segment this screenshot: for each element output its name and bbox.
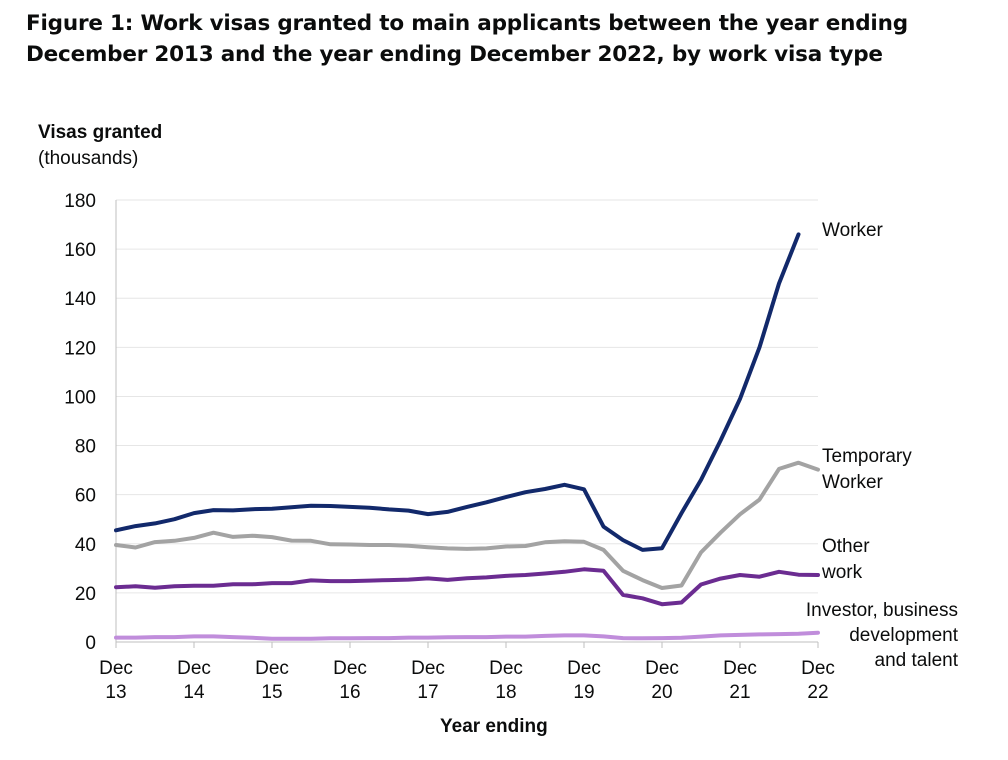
series-line-other-work <box>114 567 820 607</box>
x-tick-label: Dec 18 <box>489 658 523 703</box>
series-label-line: work <box>821 562 863 583</box>
y-tick-label: 60 <box>75 486 96 507</box>
y-axis-label-unit: (thousands) <box>38 148 139 169</box>
x-tick-label-month: Dec <box>801 658 835 679</box>
x-tick-label: Dec 19 <box>567 658 601 703</box>
x-tick-label-month: Dec <box>177 658 211 679</box>
y-tick-label: 0 <box>85 633 96 654</box>
x-tick-label-year: 19 <box>573 682 594 703</box>
x-tick-label: Dec 17 <box>411 658 445 703</box>
x-tick-label-year: 21 <box>729 682 750 703</box>
y-tick-labels: 0 20 40 60 80 100 120 140 160 180 <box>64 191 96 654</box>
x-tick-label-year: 18 <box>495 682 516 703</box>
y-axis-label: Visas granted (thousands) <box>38 120 162 172</box>
x-tick-label-year: 13 <box>105 682 126 703</box>
x-tick-label-month: Dec <box>489 658 523 679</box>
y-tick-label: 180 <box>64 191 96 212</box>
series-label-line: Temporary <box>822 446 912 467</box>
series-line-investor-business-development-talent <box>114 630 820 641</box>
x-tick-label-year: 15 <box>261 682 282 703</box>
x-tick-label-month: Dec <box>723 658 757 679</box>
series-label-line: and talent <box>875 650 959 671</box>
gridlines <box>116 199 818 594</box>
x-tick-label-year: 20 <box>651 682 672 703</box>
x-tick-label: Dec 15 <box>255 658 289 703</box>
chart-title: Figure 1: Work visas granted to main app… <box>26 11 908 67</box>
y-tick-label: 20 <box>75 584 96 605</box>
series-label-line: Worker <box>822 220 884 241</box>
x-tick-label-year: 16 <box>339 682 360 703</box>
series-label-investor-business-development-talent: Investor, business development and talent <box>806 600 959 671</box>
x-tick-label: Dec 20 <box>645 658 679 703</box>
series-line-worker <box>114 232 801 552</box>
x-tick-label: Dec 21 <box>723 658 757 703</box>
series-label-line: Other <box>822 536 870 557</box>
axes <box>115 200 819 648</box>
x-tick-label-month: Dec <box>255 658 289 679</box>
series-label-temporary-worker: Temporary Worker <box>822 446 912 493</box>
x-tick-label-year: 22 <box>807 682 828 703</box>
series-label-worker: Worker <box>822 220 884 241</box>
y-tick-label: 140 <box>64 289 96 310</box>
x-tick-label: Dec 14 <box>177 658 211 703</box>
x-tick-label-year: 17 <box>417 682 438 703</box>
x-axis-label: Year ending <box>440 716 548 737</box>
series-label-other-work: Other work <box>821 536 870 583</box>
y-tick-label: 160 <box>64 240 96 261</box>
x-tick-label: Dec 22 <box>801 658 835 703</box>
x-tick-label-month: Dec <box>99 658 133 679</box>
x-tick-labels: Dec 13 Dec 14 Dec 15 Dec 16 Dec 17 Dec 18 Dec 19 Dec 20… <box>99 658 835 703</box>
y-axis-label-main: Visas granted <box>38 122 163 143</box>
series-lines <box>114 232 820 641</box>
x-tick-label-year: 14 <box>183 682 205 703</box>
y-tick-label: 120 <box>64 338 96 359</box>
x-tick-label-month: Dec <box>333 658 367 679</box>
x-tick-label: Dec 16 <box>333 658 367 703</box>
series-label-line: Investor, business <box>806 600 958 621</box>
y-tick-label: 40 <box>75 535 96 556</box>
series-line-temporary-worker <box>114 460 820 590</box>
series-labels: Worker Temporary Worker Other work Investor, … <box>806 220 959 671</box>
x-tick-label-month: Dec <box>567 658 601 679</box>
series-label-line: development <box>849 625 959 646</box>
x-tick-label-month: Dec <box>411 658 445 679</box>
y-tick-label: 100 <box>64 387 96 408</box>
x-tick-label-month: Dec <box>645 658 679 679</box>
y-tick-label: 80 <box>75 437 96 458</box>
x-tick-label: Dec 13 <box>99 658 133 703</box>
series-label-line: Worker <box>822 472 884 493</box>
